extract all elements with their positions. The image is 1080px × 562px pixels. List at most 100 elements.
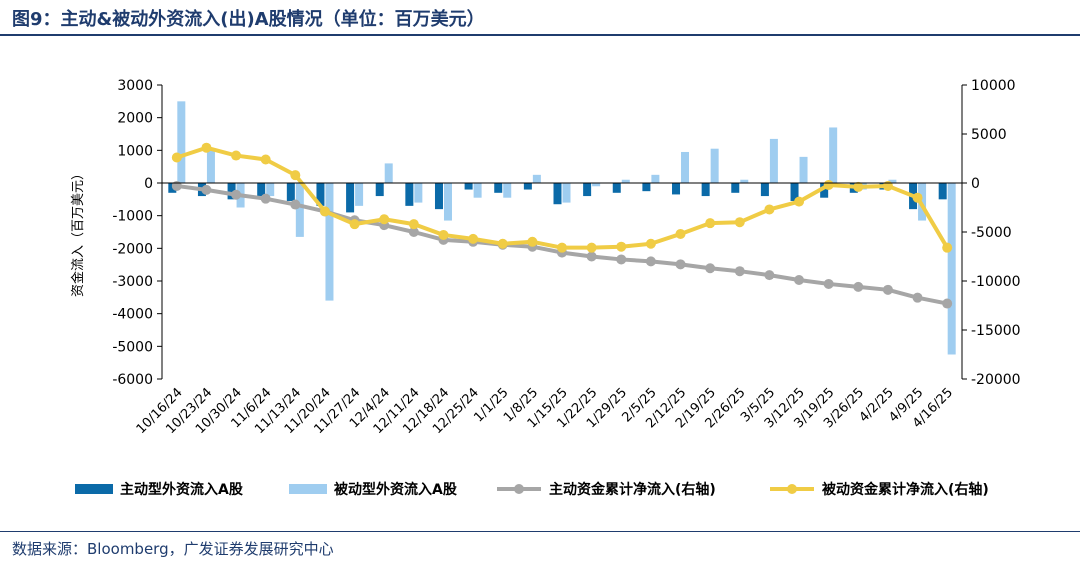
y-tick-label: -3000 (112, 274, 153, 290)
passive-cumulative-point (468, 233, 479, 244)
active-cumulative-point (408, 227, 419, 237)
y2-tick-label: 5000 (971, 127, 1007, 143)
source-divider (0, 531, 1080, 532)
passive-cumulative-point (379, 214, 390, 225)
y-tick-label: 0 (144, 176, 153, 192)
y2-tick-label: -10000 (971, 274, 1021, 290)
passive-cumulative-point (319, 206, 330, 217)
passive-cumulative-point (616, 241, 627, 252)
bar-active (820, 183, 829, 198)
title-bar: 图9：主动&被动外资流入(出)A股情况（单位：百万美元） (0, 0, 1080, 36)
active-cumulative-point (882, 284, 893, 295)
right-axis-ticks: 10000 5000 0 -5000 -10000 -15000 -20000 (962, 78, 1021, 388)
passive-cumulative-point (912, 192, 923, 203)
active-cumulative-point (942, 298, 953, 309)
bar-passive (414, 183, 423, 203)
y2-tick-label: -20000 (971, 372, 1021, 388)
bar-active (701, 183, 710, 197)
legend-label: 被动型外资流入A股 (334, 481, 458, 498)
bar-active (346, 183, 355, 213)
bar-passive (621, 179, 630, 183)
y-tick-label: 1000 (117, 143, 153, 159)
passive-cumulative-point (794, 196, 805, 207)
passive-cumulative-point (231, 150, 242, 161)
bar-passive (799, 156, 808, 183)
bar-passive (532, 174, 541, 183)
active-cumulative-point (764, 270, 775, 281)
chart: 3000200010000-1000-2000-3000-4000-5000-6… (70, 78, 1021, 498)
bar-active (760, 183, 769, 197)
active-cumulative-point (853, 281, 864, 292)
legend-label: 被动资金累计净流入(右轴) (822, 481, 989, 498)
passive-cumulative-point (675, 228, 686, 239)
bar-active (523, 183, 532, 190)
legend-label: 主动资金累计净流入(右轴) (549, 481, 716, 498)
bar-active (553, 183, 562, 205)
passive-cumulative-point (853, 181, 864, 192)
bar-passive (651, 174, 660, 183)
bar-passive (829, 127, 838, 183)
legend-swatch-bar (289, 484, 327, 494)
bar-active (405, 183, 414, 206)
active-cumulative-point (201, 184, 212, 195)
active-cumulative-point (794, 275, 805, 286)
bar-passive (266, 183, 275, 197)
passive-cumulative-point (942, 242, 953, 253)
passive-cumulative-point (527, 236, 538, 247)
bar-passive (503, 183, 512, 198)
bar-active (434, 183, 443, 210)
y-tick-label: -4000 (112, 307, 153, 323)
bar-active (790, 183, 799, 201)
active-cumulative-point (645, 256, 656, 267)
passive-cumulative-point (705, 218, 716, 229)
y2-tick-label: 0 (971, 176, 980, 192)
y-tick-label: 2000 (117, 111, 153, 127)
bar-active (938, 183, 947, 200)
passive-cumulative-point (438, 229, 449, 240)
bar-active (257, 183, 266, 197)
bar-passive (177, 101, 186, 183)
bar-passive (384, 163, 393, 183)
legend-swatch-marker (787, 484, 797, 494)
y-tick-label: -1000 (112, 209, 153, 225)
bar-active (642, 183, 651, 192)
passive-cumulative-point (171, 152, 182, 163)
bar-active (494, 183, 503, 193)
bar-passive (947, 183, 956, 355)
passive-cumulative-point (260, 154, 271, 165)
passive-cumulative-point (882, 180, 893, 191)
y2-tick-label: 10000 (971, 78, 1016, 94)
source-note: 数据来源：Bloomberg，广发证券发展研究中心 (12, 540, 334, 558)
active-cumulative-point (912, 292, 923, 303)
active-cumulative-point (675, 259, 686, 270)
bar-active (316, 183, 325, 206)
bar-passive (355, 183, 364, 206)
bar-passive (769, 138, 778, 183)
bar-active (464, 183, 473, 190)
passive-cumulative-point (823, 179, 834, 190)
active-cumulative-point (290, 199, 301, 210)
bar-passive (325, 183, 334, 301)
y2-tick-label: -15000 (971, 323, 1021, 339)
figure-title: 图9：主动&被动外资流入(出)A股情况（单位：百万美元） (12, 9, 485, 30)
active-cumulative-point (171, 180, 182, 191)
bar-passive (740, 179, 749, 183)
y-tick-label: -2000 (112, 241, 153, 257)
active-cumulative-point (260, 193, 271, 204)
active-cumulative-point (823, 278, 834, 289)
y2-tick-label: -5000 (971, 225, 1012, 241)
passive-cumulative-point (408, 219, 419, 230)
active-cumulative-point (586, 251, 597, 262)
passive-cumulative-point (290, 170, 301, 181)
y-tick-label: 3000 (117, 78, 153, 94)
active-cumulative-point (734, 266, 745, 277)
axes (161, 85, 963, 379)
y-tick-label: -5000 (112, 339, 153, 355)
y-tick-label: -6000 (112, 372, 153, 388)
active-cumulative-point (231, 189, 242, 200)
bar-passive (443, 183, 452, 221)
bar-passive (206, 150, 215, 183)
passive-cumulative-point (586, 242, 597, 253)
passive-cumulative-point (734, 217, 745, 228)
bar-active (227, 183, 236, 200)
